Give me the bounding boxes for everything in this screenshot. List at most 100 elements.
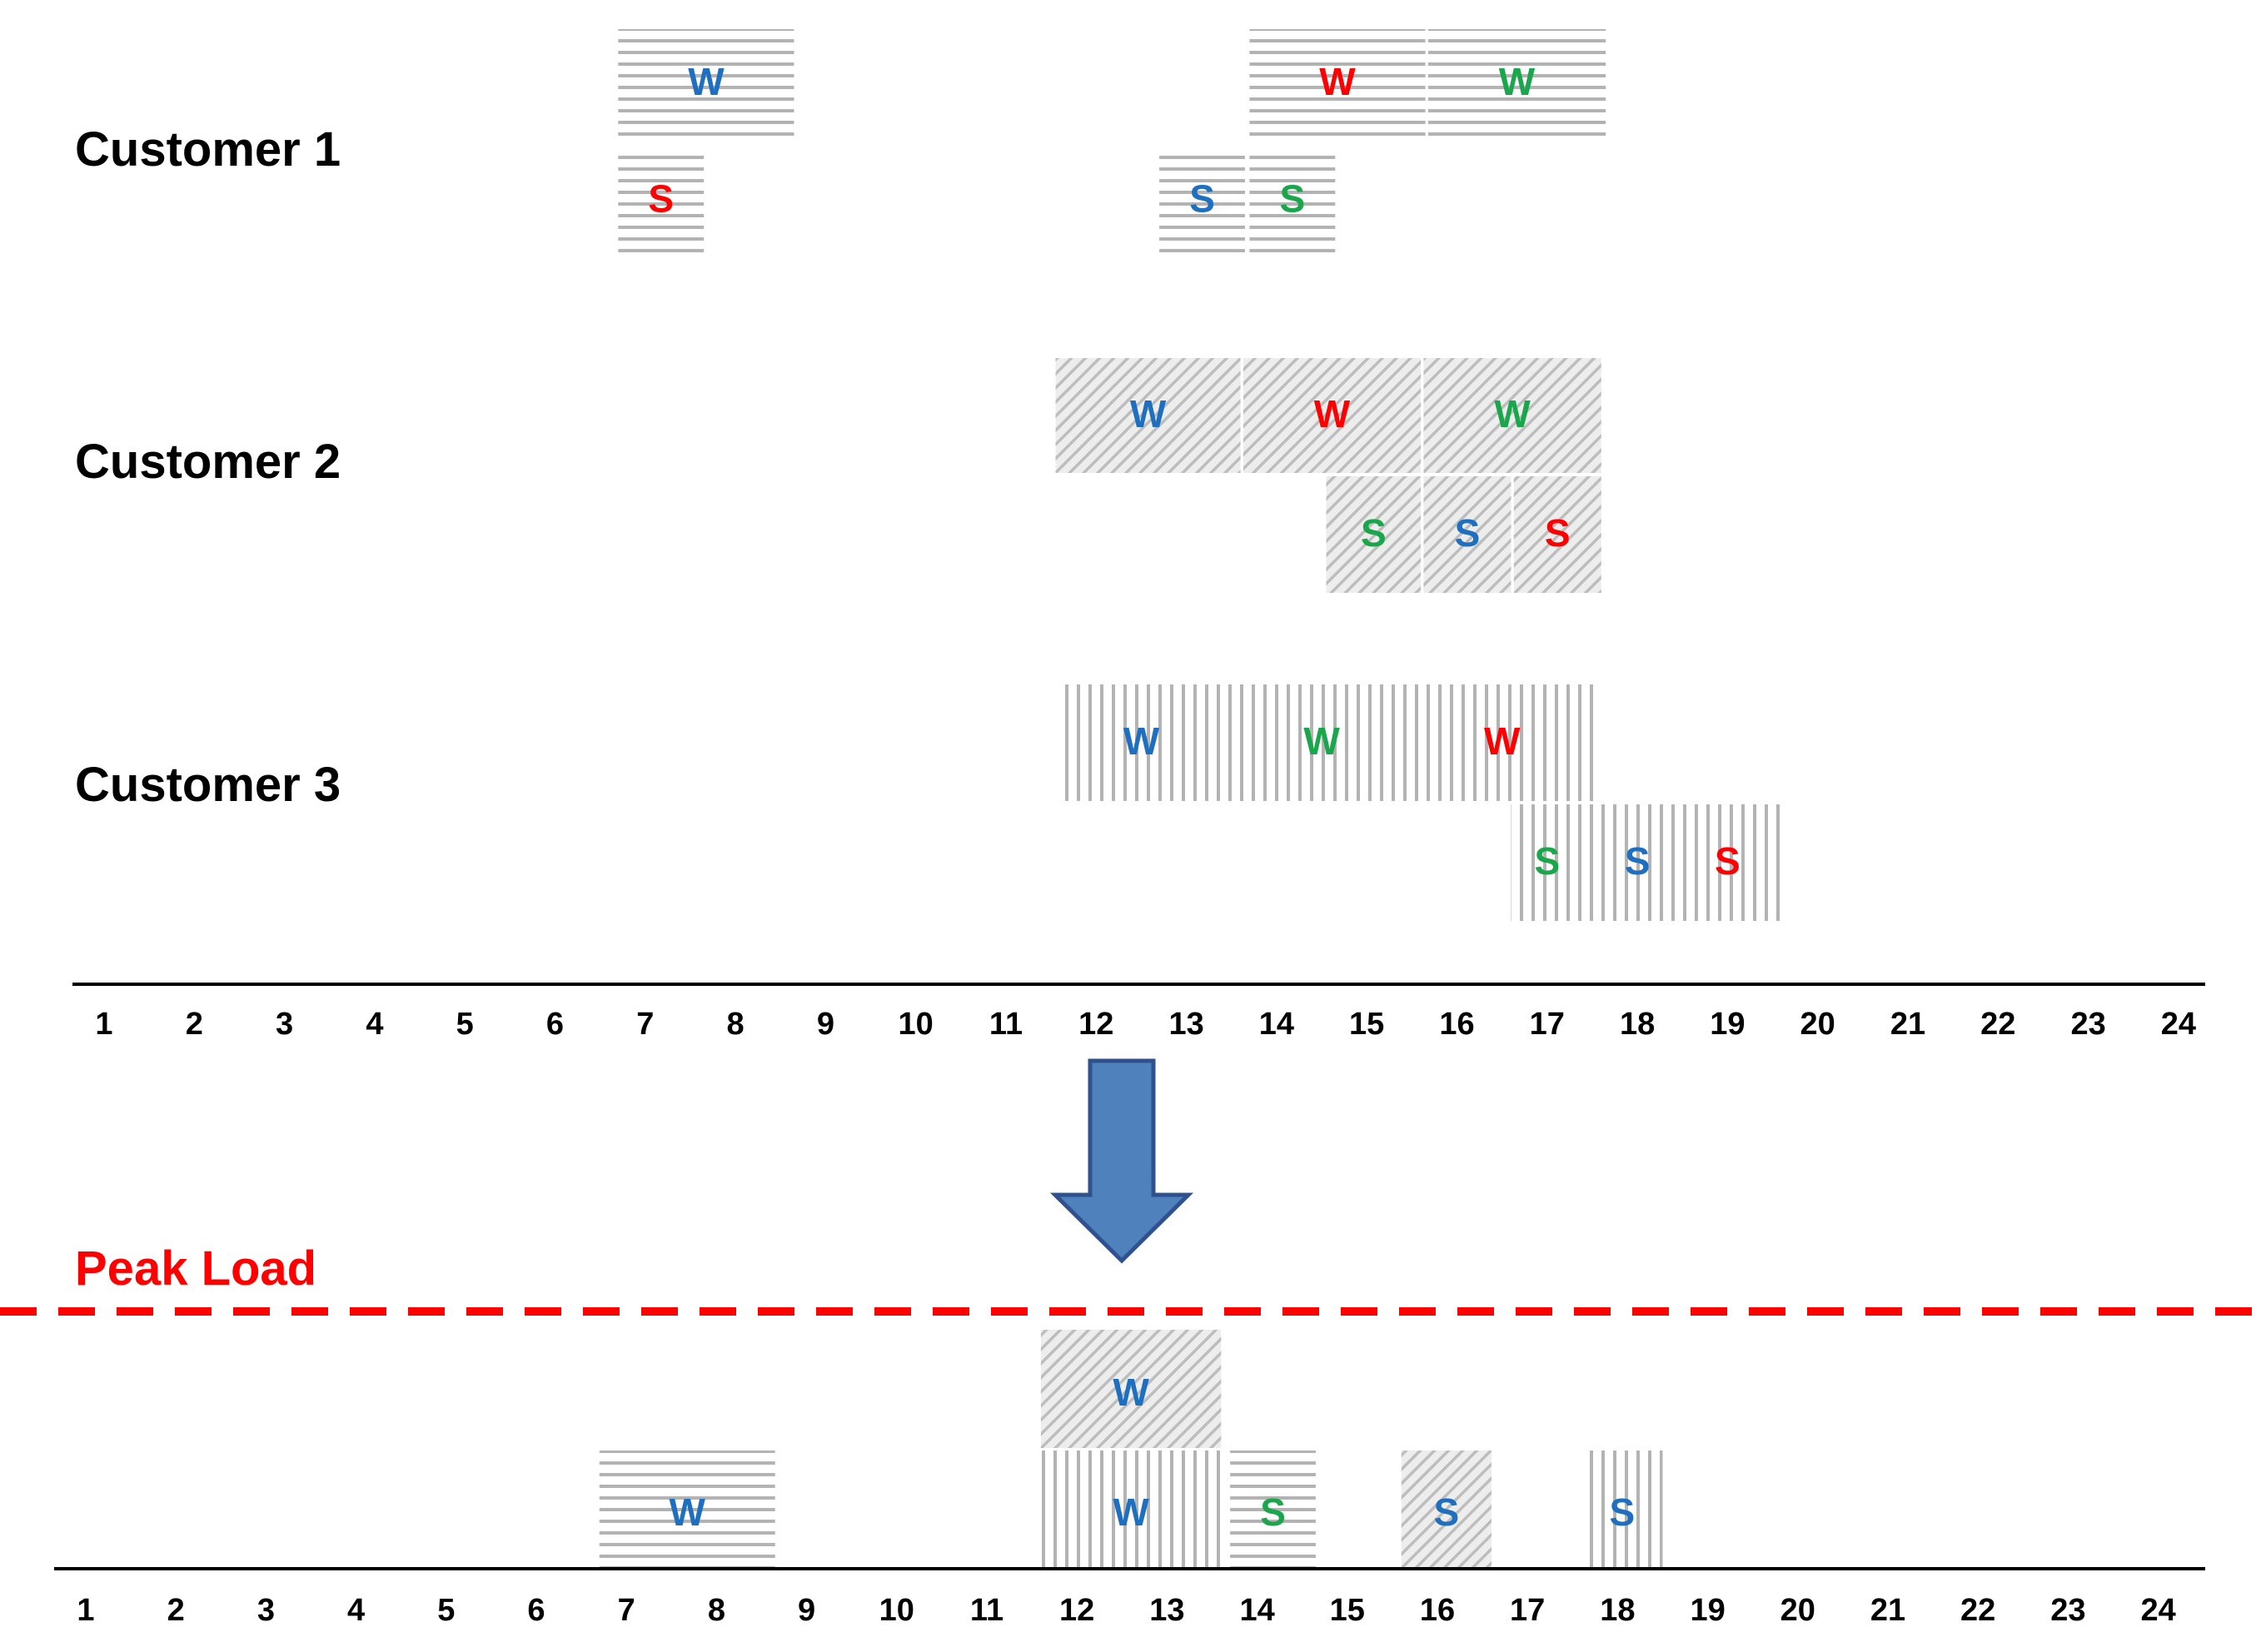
customer-3-block-letter: S xyxy=(1715,839,1741,883)
lower-tick-16: 16 xyxy=(1420,1593,1455,1628)
upper-tick-6: 6 xyxy=(546,1007,564,1042)
customer-2-lower-block xyxy=(1513,476,1601,593)
combined-block-letter: S xyxy=(1260,1490,1286,1534)
customer-3-block-letter: W xyxy=(1123,719,1160,763)
lower-tick-21: 21 xyxy=(1870,1593,1905,1628)
lower-tick-5: 5 xyxy=(437,1593,455,1628)
customer-2-upper-block xyxy=(1243,358,1422,473)
lower-tick-7: 7 xyxy=(618,1593,635,1628)
lower-tick-4: 4 xyxy=(347,1593,365,1628)
upper-tick-18: 18 xyxy=(1620,1007,1655,1042)
peak-load-label: Peak Load xyxy=(75,1241,316,1296)
upper-tick-4: 4 xyxy=(366,1007,383,1042)
lower-axis-tick-labels: 1 2 3 4 5 6 7 8 9 10 11 12 13 14 15 16 17 18 19 20 21 22 23 24 xyxy=(77,1593,2175,1628)
lower-tick-19: 19 xyxy=(1690,1593,1725,1628)
upper-tick-14: 14 xyxy=(1259,1007,1294,1042)
customer-2-block-letter: W xyxy=(1130,392,1167,435)
combined-load-blocks: W W W S S S xyxy=(599,1330,1663,1567)
combined-block xyxy=(1040,1450,1222,1567)
customer-3-upper-block xyxy=(1059,684,1601,801)
customer-1-lower-block xyxy=(1249,148,1336,252)
upper-tick-20: 20 xyxy=(1800,1007,1835,1042)
customer-2-lower-block xyxy=(1423,476,1511,593)
down-arrow-icon xyxy=(1049,1058,1194,1264)
upper-tick-23: 23 xyxy=(2070,1007,2105,1042)
upper-tick-15: 15 xyxy=(1349,1007,1384,1042)
upper-tick-7: 7 xyxy=(636,1007,654,1042)
customer-2-upper-block xyxy=(1423,358,1601,473)
lower-tick-23: 23 xyxy=(2050,1593,2085,1628)
combined-block xyxy=(1230,1450,1316,1567)
lower-tick-9: 9 xyxy=(798,1593,815,1628)
combined-block xyxy=(1581,1450,1663,1567)
customer-2-label: Customer 2 xyxy=(75,435,341,489)
customer-3-block-letter: W xyxy=(1484,719,1521,763)
lower-tick-24: 24 xyxy=(2140,1593,2175,1628)
customer-2-block-letter: W xyxy=(1494,392,1531,435)
customer-2-block-letter: W xyxy=(1314,392,1351,435)
customer-3-blocks: W W W S S S xyxy=(1059,684,1782,921)
customer-1-block-letter: W xyxy=(688,60,725,103)
lower-tick-1: 1 xyxy=(77,1593,94,1628)
customer-1-block-letter: W xyxy=(1319,60,1356,103)
combined-block xyxy=(1401,1450,1492,1567)
lower-tick-10: 10 xyxy=(879,1593,914,1628)
customer-2-block-letter: S xyxy=(1545,511,1571,555)
customer-2-blocks: W W W S S S xyxy=(1055,358,1601,593)
combined-block-letter: W xyxy=(1113,1371,1149,1414)
upper-tick-3: 3 xyxy=(276,1007,293,1042)
customer-1-block-letter: S xyxy=(1280,177,1306,221)
lower-tick-13: 13 xyxy=(1149,1593,1184,1628)
lower-tick-20: 20 xyxy=(1780,1593,1815,1628)
upper-tick-21: 21 xyxy=(1890,1007,1925,1042)
upper-tick-16: 16 xyxy=(1439,1007,1474,1042)
upper-tick-17: 17 xyxy=(1530,1007,1565,1042)
customer-1-upper-block xyxy=(1427,29,1606,137)
customer-3-label: Customer 3 xyxy=(75,758,341,812)
combined-block-letter: W xyxy=(670,1490,706,1534)
lower-tick-15: 15 xyxy=(1330,1593,1365,1628)
customer-3-block-letter: S xyxy=(1625,839,1651,883)
customer-1-lower-block xyxy=(618,148,705,252)
upper-tick-19: 19 xyxy=(1710,1007,1745,1042)
customer-1-block-letter: S xyxy=(648,177,674,221)
upper-tick-24: 24 xyxy=(2161,1007,2196,1042)
combined-block-letter: S xyxy=(1433,1490,1459,1534)
lower-tick-17: 17 xyxy=(1510,1593,1545,1628)
combined-block-letter: S xyxy=(1609,1490,1635,1534)
customer-3-block-letter: S xyxy=(1534,839,1560,883)
upper-tick-5: 5 xyxy=(456,1007,474,1042)
lower-tick-22: 22 xyxy=(1960,1593,1995,1628)
lower-tick-11: 11 xyxy=(970,1593,1004,1628)
upper-tick-11: 11 xyxy=(989,1007,1023,1042)
customer-1-block-letter: S xyxy=(1189,177,1215,221)
lower-tick-6: 6 xyxy=(527,1593,545,1628)
customer-1-block-letter: W xyxy=(1499,60,1536,103)
customer-3-lower-block xyxy=(1511,804,1782,921)
upper-tick-22: 22 xyxy=(1980,1007,2015,1042)
lower-tick-18: 18 xyxy=(1600,1593,1635,1628)
customer-1-label: Customer 1 xyxy=(75,122,341,177)
lower-tick-12: 12 xyxy=(1059,1593,1094,1628)
upper-tick-9: 9 xyxy=(817,1007,834,1042)
customer-2-block-letter: S xyxy=(1361,511,1387,555)
customer-1-lower-block xyxy=(1159,148,1245,252)
customer-1-blocks: W W W S S S xyxy=(618,29,1606,252)
combined-block xyxy=(599,1450,775,1567)
customer-load-blocks: W W W S S S W W W S S S W W W S S S xyxy=(618,29,1782,921)
upper-tick-1: 1 xyxy=(95,1007,112,1042)
customer-2-lower-block xyxy=(1326,476,1422,593)
combined-block-letter: W xyxy=(1113,1490,1149,1534)
lower-tick-8: 8 xyxy=(708,1593,725,1628)
lower-tick-2: 2 xyxy=(167,1593,185,1628)
customer-1-upper-block xyxy=(1249,29,1426,137)
lower-tick-3: 3 xyxy=(257,1593,275,1628)
combined-block xyxy=(1040,1330,1222,1448)
customer-2-upper-block xyxy=(1055,358,1241,473)
upper-tick-12: 12 xyxy=(1078,1007,1113,1042)
upper-axis-tick-labels: 1 2 3 4 5 6 7 8 9 10 11 12 13 14 15 16 17 18 19 20 21 22 23 24 xyxy=(95,1007,2196,1042)
upper-tick-10: 10 xyxy=(899,1007,934,1042)
lower-tick-14: 14 xyxy=(1239,1593,1274,1628)
upper-tick-2: 2 xyxy=(186,1007,203,1042)
